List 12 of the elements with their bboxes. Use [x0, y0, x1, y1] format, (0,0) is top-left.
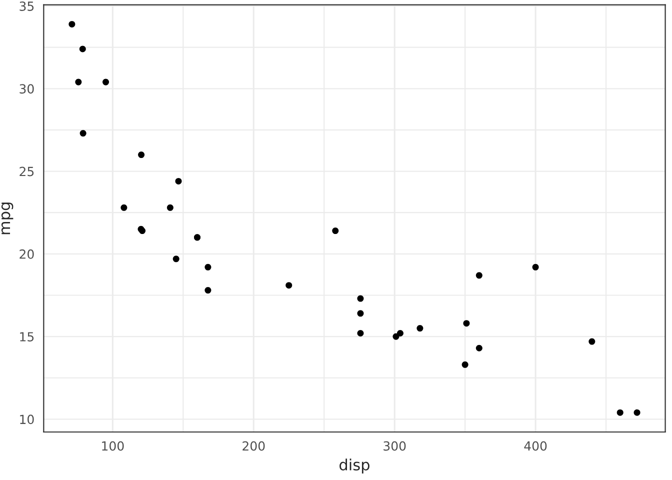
y-tick-label: 25 — [20, 166, 34, 176]
y-tick-label: 20 — [20, 249, 34, 259]
y-axis-title: mpg — [1, 202, 14, 234]
x-tick-label: 100 — [102, 441, 124, 451]
y-tick-label: 15 — [20, 332, 34, 342]
y-tick-label: 35 — [20, 2, 34, 11]
x-tick-label: 400 — [524, 441, 547, 451]
x-tick-label: 300 — [384, 441, 406, 451]
y-tick-label: 10 — [20, 414, 34, 424]
y-tick-label: 30 — [20, 84, 34, 94]
x-tick-label: 200 — [242, 441, 265, 451]
x-axis-title: disp — [340, 458, 370, 474]
